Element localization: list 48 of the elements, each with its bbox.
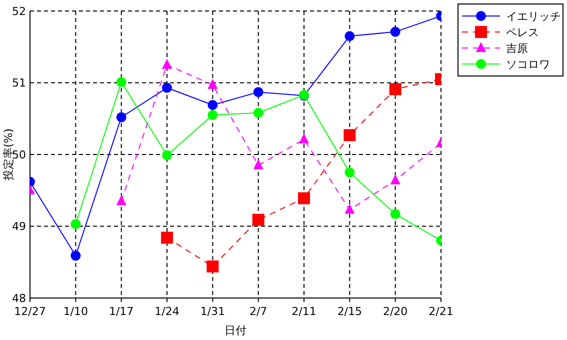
point [344,31,355,42]
point [116,195,126,206]
x-tick-label: 1/24 [154,305,180,318]
point [161,232,173,244]
x-tick-label: 2/7 [249,305,268,318]
x-tick-label: 1/17 [108,305,134,318]
y-tick-label: 52 [12,4,26,18]
point [344,167,355,178]
point [206,260,219,272]
point [208,78,218,89]
point [344,204,355,214]
point [390,26,400,37]
legend-label: ソコロワ [506,58,550,71]
point [253,108,264,118]
point [389,83,402,96]
point [390,209,400,220]
x-axis-title: 日付 [224,324,246,337]
y-tick-label: 48 [12,292,26,305]
x-tick-label: 2/15 [337,305,362,318]
point [116,77,126,88]
x-tick-label: 1/10 [63,305,88,318]
point [298,192,310,204]
y-tick-label: 49 [12,220,26,234]
y-tick-label: 51 [12,76,26,90]
point [299,133,309,144]
point [208,110,218,120]
point [162,58,172,69]
point [70,250,81,261]
x-tick-label: 12/27 [14,305,46,318]
point [253,87,264,98]
x-tick-label: 2/20 [382,305,408,318]
legend-label: イエリッチ [506,10,561,23]
x-tick-label: 2/21 [428,305,454,318]
point [208,100,218,110]
y-axis-title: 投定率(%) [2,128,15,182]
point [116,112,126,122]
y-tick-label: 50 [12,148,26,162]
point [162,82,172,93]
legend-label: ペレス [506,26,539,39]
x-tick-label: 2/11 [292,305,316,318]
point [70,219,81,230]
point [253,159,264,170]
point [252,214,264,226]
x-tick-label: 1/31 [200,305,226,318]
legend-label: 吉原 [506,42,528,55]
point [162,150,172,160]
point [344,129,356,142]
point [390,174,400,184]
